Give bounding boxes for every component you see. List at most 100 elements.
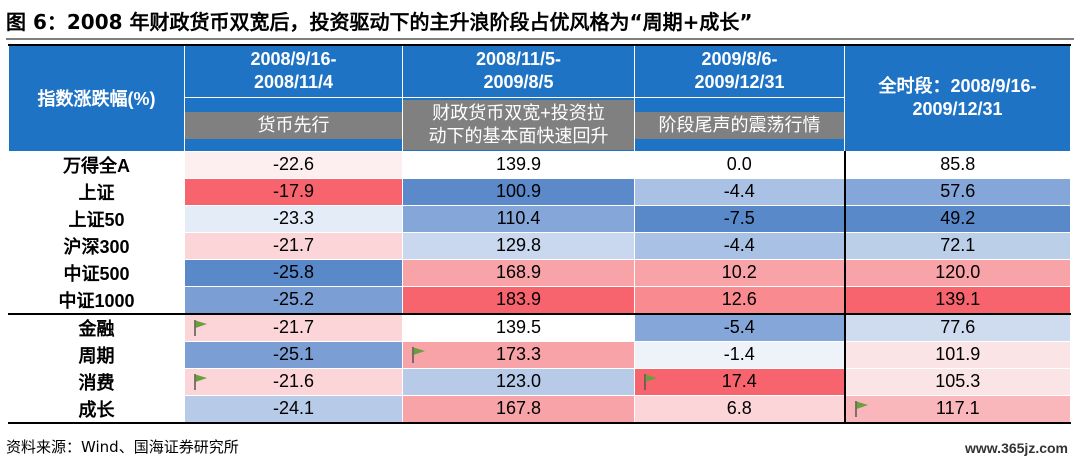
value-text: -17.9 — [272, 181, 315, 201]
table-body: 万得全A -22.6 139.9 0.0 85.8 上证 -17.9 100.9 -4.4 57.… — [8, 150, 1071, 423]
period-2-phase: 财政货币双宽+投资拉 动下的基本面快速回升 — [402, 96, 635, 152]
value-text: -24.1 — [272, 398, 315, 418]
value-cell: -25.1 — [184, 340, 403, 369]
value-text: 183.9 — [495, 289, 542, 309]
full-period-header: 全时段：2008/9/16- 2009/12/31 — [844, 44, 1071, 152]
table-row: 金融 -21.7 139.5 -5.4 77.6 — [8, 312, 1071, 342]
figure-title: 图 6：2008 年财政货币双宽后，投资驱动下的主升浪阶段占优风格为“周期+成长… — [6, 4, 1074, 40]
value-cell: -23.3 — [184, 204, 403, 233]
value-cell: 173.3 — [402, 340, 635, 369]
value-text: 168.9 — [495, 262, 542, 282]
value-text: 17.4 — [721, 371, 757, 391]
value-text: 139.1 — [935, 289, 981, 309]
value-text: 105.3 — [935, 371, 981, 391]
value-cell: 167.8 — [402, 394, 635, 423]
value-text: -4.4 — [723, 181, 755, 201]
value-text: 117.1 — [935, 398, 980, 418]
full-period-text: 全时段：2008/9/16- 2009/12/31 — [878, 76, 1037, 120]
table-row: 成长 -24.1 167.8 6.8 117.1 — [8, 394, 1071, 423]
value-text: 72.1 — [940, 235, 976, 255]
row-label: 万得全A — [8, 150, 185, 179]
row-label: 上证 — [8, 177, 185, 206]
value-text: -21.7 — [272, 235, 315, 255]
index-return-table: 指数涨跌幅(%) 2008/9/16- 2008/11/4 2008/11/5-… — [8, 44, 1071, 424]
value-cell: 77.6 — [844, 312, 1071, 342]
period-1-range-text: 2008/9/16- 2008/11/4 — [250, 49, 337, 93]
period-1-phase-text: 货币先行 — [185, 111, 402, 139]
value-cell: 49.2 — [844, 204, 1071, 233]
table-row: 中证500 -25.8 168.9 10.2 120.0 — [8, 258, 1071, 287]
row-label: 中证500 — [8, 258, 185, 287]
value-cell: 117.1 — [844, 394, 1071, 423]
value-text: 120.0 — [935, 262, 981, 282]
value-text: 57.6 — [940, 181, 976, 201]
value-cell: -25.8 — [184, 258, 403, 287]
table-row: 上证 -17.9 100.9 -4.4 57.6 — [8, 177, 1071, 206]
value-cell: 183.9 — [402, 285, 635, 314]
value-cell: -25.2 — [184, 285, 403, 314]
flag-icon — [194, 319, 207, 336]
value-cell: 6.8 — [634, 394, 846, 423]
period-1-range: 2008/9/16- 2008/11/4 — [184, 44, 403, 98]
value-text: 123.0 — [495, 371, 542, 391]
value-text: -22.6 — [272, 154, 315, 174]
value-cell: -5.4 — [634, 312, 846, 342]
value-text: 129.8 — [495, 235, 542, 255]
value-text: 101.9 — [935, 344, 981, 364]
value-text: 110.4 — [496, 208, 541, 228]
period-2-range: 2008/11/5- 2009/8/5 — [402, 44, 635, 98]
value-cell: -22.6 — [184, 150, 403, 179]
row-label: 成长 — [8, 394, 185, 423]
row-label: 中证1000 — [8, 285, 185, 314]
row-label: 上证50 — [8, 204, 185, 233]
flag-icon — [412, 346, 425, 363]
value-text: -21.7 — [272, 317, 315, 337]
value-text: 6.8 — [726, 398, 752, 418]
value-cell: -21.7 — [184, 312, 403, 342]
value-text: -5.4 — [723, 317, 755, 337]
period-3-phase-text: 阶段尾声的震荡行情 — [635, 111, 844, 139]
value-cell: 85.8 — [844, 150, 1071, 179]
watermark: www.365jz.com — [965, 440, 1068, 456]
flag-icon — [854, 400, 868, 417]
value-cell: -4.4 — [634, 177, 846, 206]
value-text: 100.9 — [495, 181, 542, 201]
value-text: -7.5 — [723, 208, 755, 228]
value-cell: -7.5 — [634, 204, 846, 233]
flag-icon — [194, 373, 207, 390]
value-text: 12.6 — [721, 289, 757, 309]
flag-icon — [644, 373, 657, 390]
table-row: 万得全A -22.6 139.9 0.0 85.8 — [8, 150, 1071, 179]
value-text: 49.2 — [940, 208, 976, 228]
period-3-range: 2009/8/6- 2009/12/31 — [634, 44, 845, 98]
value-cell: 72.1 — [844, 231, 1071, 260]
value-cell: -4.4 — [634, 231, 846, 260]
value-text: 85.8 — [940, 154, 976, 174]
value-cell: -21.6 — [184, 367, 403, 396]
value-cell: 10.2 — [634, 258, 846, 287]
table-row: 上证50 -23.3 110.4 -7.5 49.2 — [8, 204, 1071, 233]
value-cell: 105.3 — [844, 367, 1071, 396]
value-text: 167.8 — [495, 398, 542, 418]
value-text: -21.6 — [272, 371, 315, 391]
row-label: 沪深300 — [8, 231, 185, 260]
value-cell: -17.9 — [184, 177, 403, 206]
value-cell: 139.9 — [402, 150, 635, 179]
value-cell: 129.8 — [402, 231, 635, 260]
period-3-phase: 阶段尾声的震荡行情 — [634, 96, 845, 152]
value-cell: 139.1 — [844, 285, 1071, 314]
value-text: -23.3 — [272, 208, 315, 228]
value-text: -4.4 — [723, 235, 755, 255]
row-label: 周期 — [8, 340, 185, 369]
value-cell: -21.7 — [184, 231, 403, 260]
value-text: 139.5 — [495, 317, 542, 337]
value-text: 10.2 — [721, 262, 757, 282]
value-cell: -24.1 — [184, 394, 403, 423]
table-row: 沪深300 -21.7 129.8 -4.4 72.1 — [8, 231, 1071, 260]
value-cell: -1.4 — [634, 340, 846, 369]
value-cell: 0.0 — [634, 150, 846, 179]
source-note: 资料来源：Wind、国海证券研究所 — [6, 438, 239, 456]
value-cell: 12.6 — [634, 285, 846, 314]
value-text: -1.4 — [723, 344, 755, 364]
value-text: 139.9 — [495, 154, 542, 174]
